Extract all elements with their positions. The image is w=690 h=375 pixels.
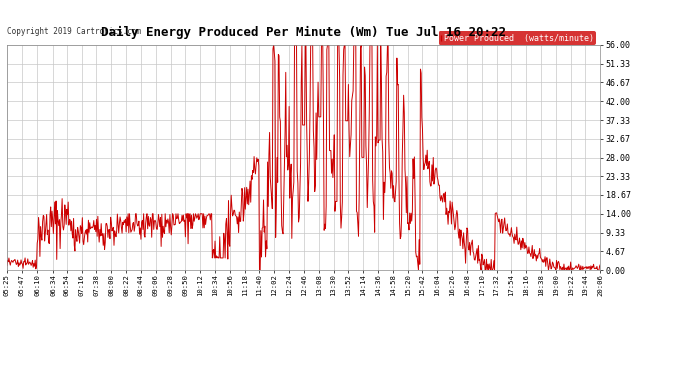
Text: Copyright 2019 Cartronics.com: Copyright 2019 Cartronics.com — [7, 27, 141, 36]
Legend: Power Produced  (watts/minute): Power Produced (watts/minute) — [439, 31, 596, 45]
Text: Daily Energy Produced Per Minute (Wm) Tue Jul 16 20:22: Daily Energy Produced Per Minute (Wm) Tu… — [101, 26, 506, 39]
